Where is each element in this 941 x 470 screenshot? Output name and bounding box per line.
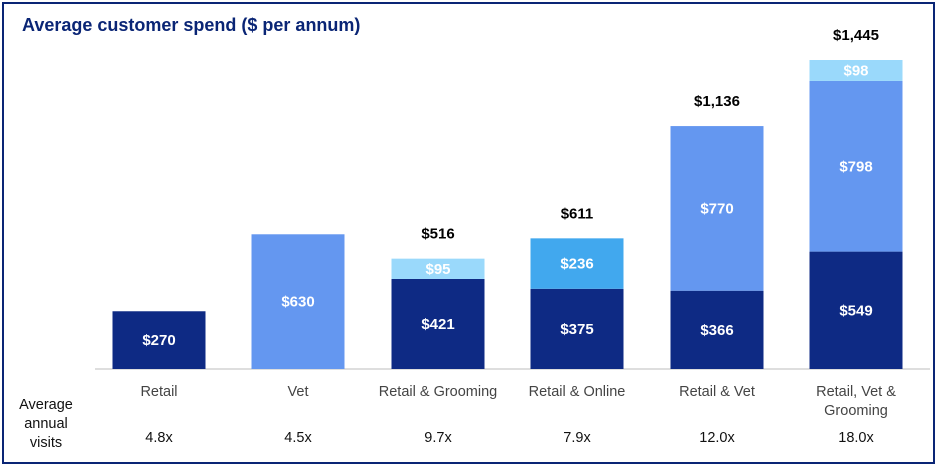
visits-value-0: 4.8x <box>145 430 173 446</box>
bar-5-total-label: $1,445 <box>833 27 879 44</box>
bar-5-segment-0-label: $549 <box>839 302 872 319</box>
category-label-1: Vet <box>288 384 309 400</box>
bar-5-segment-1 <box>809 80 903 252</box>
visits-row: 4.8x 4.5x 9.7x 7.9x 12.0x 18.0x Average annual v… <box>19 397 874 451</box>
bar-3-segment-0 <box>530 288 624 369</box>
category-label-2-line-0: Retail & Grooming <box>379 384 497 400</box>
visits-row-title-line-2: visits <box>30 435 62 451</box>
visits-row-title: Average annual visits <box>19 397 73 451</box>
visits-row-title-line-1: annual <box>24 416 68 432</box>
bar-1-segment-0 <box>251 234 345 369</box>
category-label-0-line-0: Retail <box>140 384 177 400</box>
bar-5-segment-2-label: $98 <box>843 62 868 79</box>
visits-value-4: 12.0x <box>699 430 735 446</box>
bar-4-total-label: $1,136 <box>694 93 740 110</box>
chart-title: Average customer spend ($ per annum) <box>22 15 361 35</box>
bar-2-segment-0 <box>391 278 485 369</box>
bar-2-segment-0-label: $421 <box>421 316 454 333</box>
category-labels-group: Retail Vet Retail & Grooming Retail & Onlin… <box>140 384 896 419</box>
category-label-4: Retail & Vet <box>679 384 755 400</box>
category-label-5-line-0: Retail, Vet & <box>816 384 896 400</box>
bar-3-segment-1-label: $236 <box>560 256 593 273</box>
bar-3-segment-0-label: $375 <box>560 321 593 338</box>
bar-3-total-label: $611 <box>561 205 594 222</box>
category-label-0: Retail <box>140 384 177 400</box>
category-label-4-line-0: Retail & Vet <box>679 384 755 400</box>
bar-4-segment-1 <box>670 126 764 291</box>
category-label-1-line-0: Vet <box>288 384 309 400</box>
visits-row-title-line-0: Average <box>19 397 73 413</box>
category-label-3: Retail & Online <box>529 384 626 400</box>
bar-5-segment-1-label: $798 <box>839 158 872 175</box>
bar-0-segment-0 <box>112 311 206 369</box>
visits-value-2: 9.7x <box>424 430 452 446</box>
bar-4-segment-1-label: $770 <box>700 200 733 217</box>
visits-value-5: 18.0x <box>838 430 874 446</box>
bar-5-segment-0 <box>809 251 903 369</box>
bar-1-segment-0-label: $630 <box>281 294 314 311</box>
visits-value-3: 7.9x <box>563 430 591 446</box>
category-label-3-line-0: Retail & Online <box>529 384 626 400</box>
bar-2-total-label: $516 <box>421 226 454 243</box>
category-label-2: Retail & Grooming <box>379 384 497 400</box>
bar-0-segment-0-label: $270 <box>142 332 175 349</box>
bar-5-segment-2 <box>809 60 903 81</box>
bar-4-segment-0 <box>670 290 764 369</box>
visits-value-1: 4.5x <box>284 430 312 446</box>
chart-frame <box>2 2 935 464</box>
totals-group: $516 $611 $1,136 $1,445 <box>421 27 879 243</box>
bars-group: $270 $630 $421 $95 $375 $236 $366 $770 $549 $798 $… <box>112 60 903 369</box>
bar-4-segment-0-label: $366 <box>700 322 733 339</box>
bar-2-segment-1-label: $95 <box>425 261 450 278</box>
category-label-5: Retail, Vet & Grooming <box>816 384 896 419</box>
bar-2-segment-1 <box>391 258 485 279</box>
category-label-5-line-1: Grooming <box>824 403 888 419</box>
bar-3-segment-1 <box>530 238 624 289</box>
